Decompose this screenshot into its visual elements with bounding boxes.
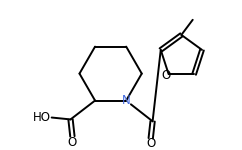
Text: N: N bbox=[122, 94, 131, 107]
Text: HO: HO bbox=[33, 111, 51, 124]
Text: O: O bbox=[68, 136, 77, 148]
Text: O: O bbox=[161, 69, 170, 82]
Text: O: O bbox=[146, 137, 155, 150]
